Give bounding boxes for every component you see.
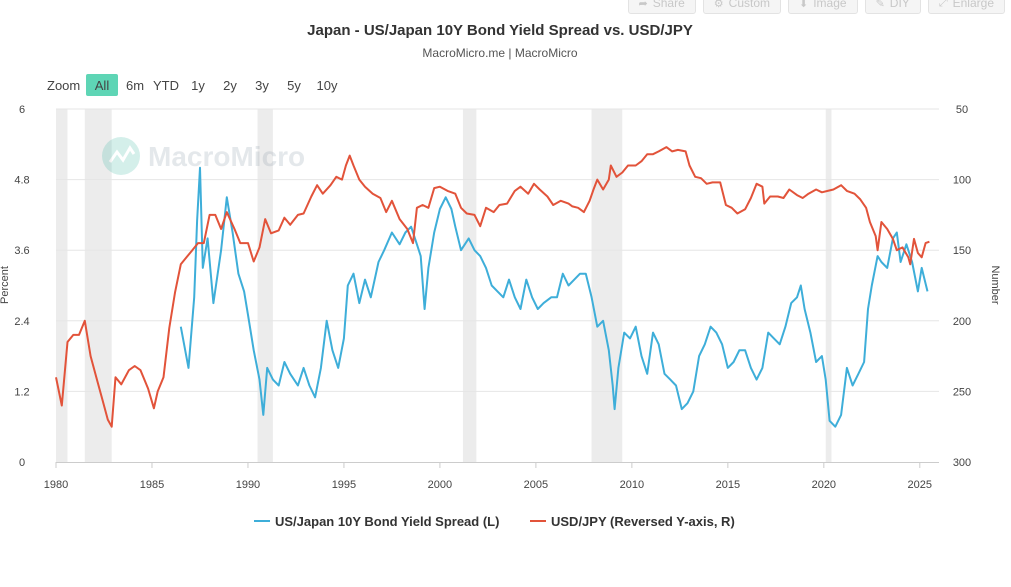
recession-band <box>462 109 477 462</box>
range-button-label: 6m <box>126 78 144 93</box>
expand-icon: ⤢ <box>938 0 948 9</box>
axes: 0 1.2 2.4 3.6 4.8 6 50 100 150 200 250 300 1980 1985 1… <box>14 104 971 491</box>
y-left-tick-label: 3.6 <box>14 245 29 257</box>
toolbar-button-label: Custom <box>728 0 770 10</box>
y-left-tick-label: 6 <box>19 104 25 116</box>
toolbar-diy-button[interactable]: ✎ DIY <box>864 0 921 14</box>
range-button-label: YTD <box>153 78 179 93</box>
series-layer <box>55 146 930 428</box>
recession-band <box>825 109 832 462</box>
x-tick-label: 1990 <box>236 479 260 491</box>
toolbar-button-label: Share <box>652 0 685 10</box>
legend-label: USD/JPY (Reversed Y-axis, R) <box>551 514 735 529</box>
x-tick-label: 2000 <box>428 479 452 491</box>
range-button-10y[interactable]: 10y <box>317 78 338 93</box>
y-right-tick-label: 50 <box>956 104 968 116</box>
watermark: MacroMicro <box>102 137 305 175</box>
chart-title: Japan - US/Japan 10Y Bond Yield Spread v… <box>307 22 693 39</box>
toolbar-enlarge-button[interactable]: ⤢ Enlarge <box>927 0 1005 14</box>
pencil-icon: ✎ <box>875 0 885 10</box>
y-right-tick-label: 200 <box>953 316 971 328</box>
range-button-ytd[interactable]: YTD <box>153 78 179 93</box>
range-button-label: 2y <box>223 78 237 93</box>
y-axis-left-title: Percent <box>0 266 11 304</box>
toolbar-button-label: DIY <box>889 0 910 10</box>
y-right-tick-label: 100 <box>953 175 971 187</box>
y-left-tick-label: 4.8 <box>14 175 29 187</box>
x-tick-label: 2010 <box>620 479 644 491</box>
toolbar-image-button[interactable]: ⬇ Image <box>788 0 858 14</box>
range-button-active-bg <box>86 74 118 96</box>
legend-item-usdjpy[interactable]: USD/JPY (Reversed Y-axis, R) <box>530 514 735 529</box>
range-button-label: 1y <box>191 78 205 93</box>
y-right-tick-label: 300 <box>953 457 971 469</box>
x-tick-label: 1995 <box>332 479 356 491</box>
download-icon: ⬇ <box>799 0 809 10</box>
share-icon: ➦ <box>638 0 648 10</box>
toolbar-button-label: Enlarge <box>952 0 994 10</box>
toolbar-share-button[interactable]: ➦ Share <box>627 0 696 14</box>
x-tick-label: 2015 <box>716 479 740 491</box>
legend: US/Japan 10Y Bond Yield Spread (L) USD/JP… <box>254 514 735 529</box>
legend-label: US/Japan 10Y Bond Yield Spread (L) <box>275 514 499 529</box>
x-tick-label: 1980 <box>44 479 68 491</box>
range-button-1y[interactable]: 1y <box>191 78 205 93</box>
range-button-3y[interactable]: 3y <box>255 78 269 93</box>
y-right-tick-label: 250 <box>953 386 971 398</box>
recession-band <box>591 109 623 462</box>
range-button-5y[interactable]: 5y <box>287 78 301 93</box>
x-tick-label: 2020 <box>812 479 836 491</box>
range-button-label: 5y <box>287 78 301 93</box>
sliders-icon: ⚙ <box>713 0 724 10</box>
range-button-label: 3y <box>255 78 269 93</box>
chart-subtitle: MacroMicro.me | MacroMicro <box>422 46 577 60</box>
zoom-label: Zoom <box>47 78 80 93</box>
range-button-label: All <box>95 78 110 93</box>
watermark-chart-icon <box>108 145 136 163</box>
range-button-label: 10y <box>317 78 338 93</box>
x-tick-label: 1985 <box>140 479 164 491</box>
y-right-tick-label: 150 <box>953 245 971 257</box>
series-line-yield-spread <box>179 166 929 428</box>
range-button-6m[interactable]: 6m <box>126 78 144 93</box>
range-button-2y[interactable]: 2y <box>223 78 237 93</box>
series-line-usdjpy <box>55 146 930 428</box>
recession-band <box>56 109 68 462</box>
range-selector: Zoom All 6m YTD 1y 2y 3y 5y 10y <box>47 74 338 96</box>
range-button-all[interactable]: All <box>86 74 118 96</box>
x-tick-label: 2025 <box>908 479 932 491</box>
toolbar-custom-button[interactable]: ⚙ Custom <box>702 0 781 14</box>
x-tick-label: 2005 <box>524 479 548 491</box>
watermark-text: MacroMicro <box>148 141 305 172</box>
y-left-tick-label: 1.2 <box>14 386 29 398</box>
watermark-logo-icon <box>102 137 140 175</box>
chart-toolbar: ➦ Share ⚙ Custom ⬇ Image ✎ DIY ⤢ Enlarge <box>627 0 1005 14</box>
toolbar-button-label: Image <box>813 0 847 10</box>
legend-item-yield-spread[interactable]: US/Japan 10Y Bond Yield Spread (L) <box>254 514 499 529</box>
y-left-tick-label: 0 <box>19 457 25 469</box>
recession-band <box>84 109 112 462</box>
y-left-tick-label: 2.4 <box>14 316 29 328</box>
y-axis-right-title: Number <box>989 265 1001 304</box>
